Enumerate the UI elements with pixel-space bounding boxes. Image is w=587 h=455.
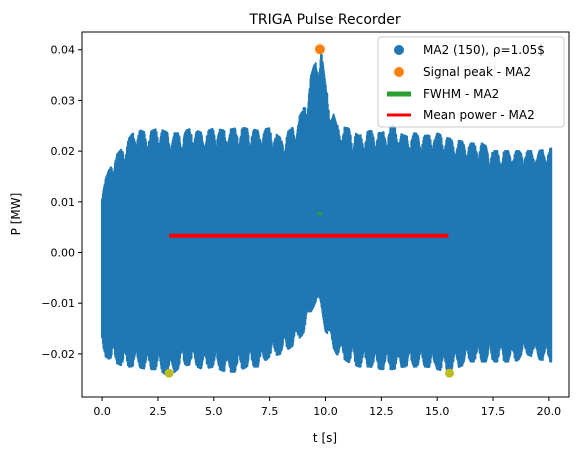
x-axis-label: t [s] (313, 431, 337, 445)
minimum-point-1 (164, 368, 174, 378)
y-axis: −0.02 −0.01 0.00 0.01 0.02 0.03 0.04 (41, 44, 82, 361)
legend-label-peak: Signal peak - MA2 (423, 65, 531, 79)
x-tick-label: 20.0 (537, 405, 562, 418)
legend-marker-peak (394, 67, 404, 77)
plot-layer (101, 53, 553, 378)
legend: MA2 (150), ρ=1.05$ Signal peak - MA2 FWH… (377, 36, 565, 128)
signal-band (101, 53, 553, 377)
legend-marker-signal (394, 45, 404, 55)
y-tick-label: 0.01 (51, 196, 76, 209)
y-tick-label: 0.04 (51, 44, 76, 57)
x-tick-label: 10.0 (313, 405, 338, 418)
y-tick-label: 0.00 (51, 247, 76, 260)
signal-series (101, 53, 553, 377)
peak-point (314, 44, 325, 55)
y-tick-label: −0.01 (41, 297, 75, 310)
x-tick-label: 12.5 (369, 405, 394, 418)
y-tick-label: 0.03 (51, 94, 76, 107)
legend-label-signal: MA2 (150), ρ=1.05$ (423, 43, 545, 57)
x-tick-label: 17.5 (481, 405, 506, 418)
chart-title: TRIGA Pulse Recorder (248, 12, 401, 28)
y-axis-label: P [MW] (9, 193, 23, 236)
x-tick-label: 2.5 (149, 405, 167, 418)
minimum-point-2 (444, 368, 454, 378)
y-tick-label: 0.02 (51, 145, 76, 158)
legend-box (377, 36, 565, 128)
x-tick-label: 0.0 (93, 405, 111, 418)
plot-area (101, 44, 553, 378)
x-axis: 0.0 2.5 5.0 7.5 10.0 12.5 15.0 17.5 20.0 (93, 397, 561, 418)
y-tick-label: −0.02 (41, 348, 75, 361)
x-tick-label: 7.5 (261, 405, 279, 418)
legend-label-fwhm: FWHM - MA2 (423, 87, 499, 101)
x-tick-label: 15.0 (425, 405, 450, 418)
x-tick-label: 5.0 (205, 405, 223, 418)
legend-label-mean-power: Mean power - MA2 (423, 108, 535, 122)
